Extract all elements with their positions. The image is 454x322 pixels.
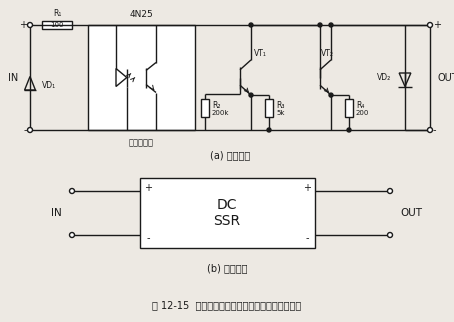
Text: +: + [144, 183, 152, 193]
Circle shape [249, 23, 253, 27]
Text: +: + [303, 183, 311, 193]
Circle shape [329, 23, 333, 27]
Text: R₃: R₃ [276, 100, 285, 109]
Circle shape [388, 188, 393, 194]
Text: 200: 200 [356, 110, 370, 116]
Text: OUT: OUT [400, 208, 422, 218]
Text: 4N25: 4N25 [130, 10, 153, 19]
Bar [201, 99, 209, 117]
Text: DC
SSR: DC SSR [213, 198, 241, 228]
Text: 图 12-15  直流式固态继电器的内部电路与图形符号: 图 12-15 直流式固态继电器的内部电路与图形符号 [153, 300, 301, 310]
Text: R₂: R₂ [212, 100, 221, 109]
Text: -: - [305, 233, 309, 243]
Circle shape [267, 128, 271, 132]
Text: VD₂: VD₂ [377, 73, 391, 82]
Text: (a) 内部电路: (a) 内部电路 [210, 150, 250, 160]
Circle shape [428, 23, 433, 27]
Bar [140, 178, 315, 248]
Circle shape [388, 232, 393, 238]
Bar [345, 99, 353, 117]
Bar [88, 25, 195, 130]
Text: R₁: R₁ [53, 9, 61, 18]
Text: +: + [19, 20, 27, 30]
Text: IN: IN [51, 208, 62, 218]
Circle shape [69, 232, 74, 238]
Text: R₄: R₄ [356, 100, 365, 109]
Circle shape [329, 93, 333, 97]
Text: 5k: 5k [276, 110, 285, 116]
Text: 光电耦合器: 光电耦合器 [129, 138, 154, 147]
Text: -: - [433, 125, 436, 135]
Circle shape [347, 128, 351, 132]
Text: 100: 100 [50, 22, 64, 28]
Text: -: - [24, 125, 27, 135]
Bar [42, 21, 72, 29]
Text: 200k: 200k [212, 110, 230, 116]
Circle shape [28, 23, 33, 27]
Text: -: - [146, 233, 150, 243]
Bar [265, 99, 273, 117]
Circle shape [249, 93, 253, 97]
Text: VD₁: VD₁ [42, 81, 56, 90]
Text: +: + [433, 20, 441, 30]
Text: IN: IN [8, 72, 18, 82]
Text: VT₁: VT₁ [254, 49, 267, 58]
Circle shape [69, 188, 74, 194]
Circle shape [318, 23, 322, 27]
Circle shape [428, 128, 433, 132]
Text: (b) 图形符号: (b) 图形符号 [207, 263, 247, 273]
Circle shape [28, 128, 33, 132]
Text: VT₂: VT₂ [321, 49, 334, 58]
Text: OUT: OUT [438, 72, 454, 82]
